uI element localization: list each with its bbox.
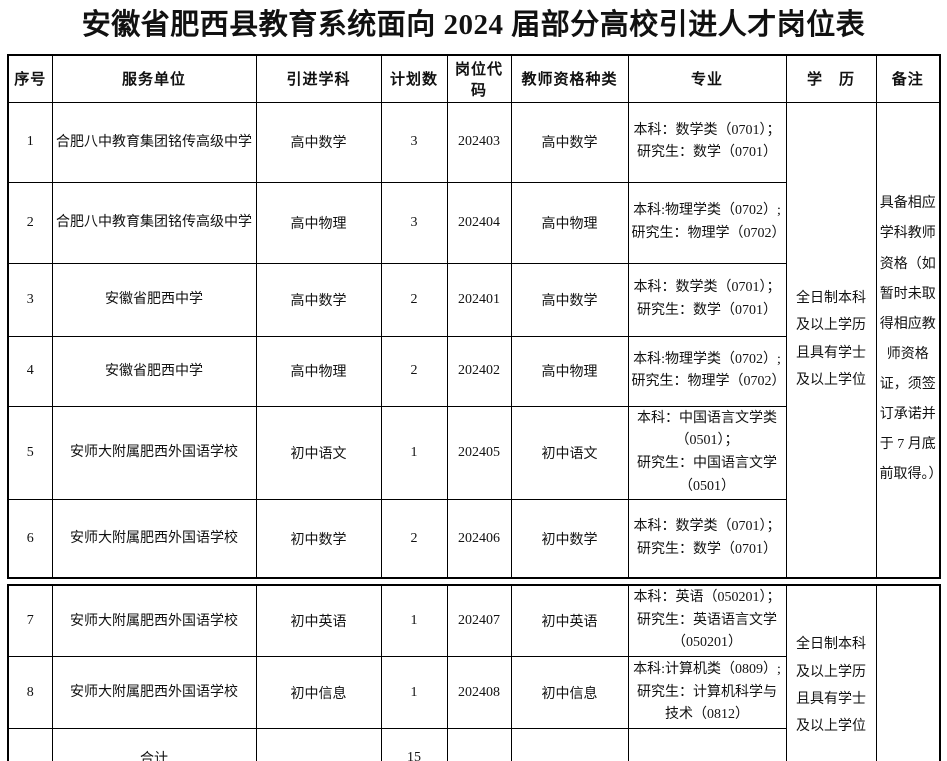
serial-cell: 3 <box>7 262 53 337</box>
table-row-2: 2 合肥八中教育集团铭传高级中学 高中物理 3 202404 高中物理 本科:物… <box>7 181 940 264</box>
note-cell-section2 <box>875 584 941 761</box>
code-cell: 202407 <box>446 584 512 658</box>
count-cell: 3 <box>380 181 448 264</box>
major-cell: 本科：数学类（0701）； 研究生：数学（0701） <box>627 101 787 183</box>
cert-cell: 初中语文 <box>510 405 629 501</box>
total-label-cell: 合计 <box>51 728 257 761</box>
major-cell: 本科：中国语言文学类（0501）； 研究生：中国语言文学（0501） <box>627 405 787 501</box>
subject-cell: 初中语文 <box>255 405 382 501</box>
cert-cell: 初中信息 <box>510 656 629 730</box>
count-cell: 2 <box>380 499 448 579</box>
major-cell: 本科：数学类（0701）； 研究生：数学（0701） <box>627 262 787 337</box>
table-row-1: 1 合肥八中教育集团铭传高级中学 高中数学 3 202403 高中数学 本科：数… <box>7 101 941 579</box>
table-row-5: 5 安师大附属肥西外国语学校 初中语文 1 202405 初中语文 本科：中国语… <box>7 405 940 501</box>
note-cell-section1: 具备相应学科教师资格（如暂时未取得相应教师资格证，须签订承诺并于 7 月底前取得… <box>875 101 941 579</box>
total-value-cell: 15 <box>380 728 448 761</box>
count-cell: 1 <box>380 584 448 658</box>
position-table-part2: 7 安师大附属肥西外国语学校 初中英语 1 202407 初中英语 本科：英语（… <box>7 583 941 761</box>
unit-cell: 安师大附属肥西外国语学校 <box>51 584 257 658</box>
count-cell: 1 <box>380 405 448 501</box>
count-cell: 2 <box>380 335 448 407</box>
unit-cell: 合肥八中教育集团铭传高级中学 <box>51 181 257 264</box>
major-cell: 本科:物理学类（0702）; 研究生：物理学（0702） <box>627 335 787 407</box>
count-cell: 3 <box>380 101 448 183</box>
header-serial: 序号 <box>7 54 53 103</box>
total-empty-major <box>627 728 787 761</box>
subject-cell: 初中数学 <box>255 499 382 579</box>
cert-cell: 高中数学 <box>510 262 629 337</box>
major-cell: 本科：数学类（0701）； 研究生：数学（0701） <box>627 499 787 579</box>
total-empty-code <box>446 728 512 761</box>
subject-cell: 初中信息 <box>255 656 382 730</box>
subject-cell: 高中数学 <box>255 262 382 337</box>
code-cell: 202402 <box>446 335 512 407</box>
count-cell: 1 <box>380 656 448 730</box>
header-note: 备注 <box>875 54 941 103</box>
major-cell: 本科:计算机类（0809）; 研究生：计算机科学与技术（0812） <box>627 656 787 730</box>
table-row-7: 7 安师大附属肥西外国语学校 初中英语 1 202407 初中英语 本科：英语（… <box>7 584 941 761</box>
cert-cell: 高中物理 <box>510 181 629 264</box>
unit-cell: 安师大附属肥西外国语学校 <box>51 656 257 730</box>
serial-cell: 6 <box>7 499 53 579</box>
count-cell: 2 <box>380 262 448 337</box>
header-code: 岗位代码 <box>446 54 512 103</box>
unit-cell: 安师大附属肥西外国语学校 <box>51 499 257 579</box>
cert-cell: 高中数学 <box>510 101 629 183</box>
serial-cell: 7 <box>7 584 53 658</box>
position-table-part1: 序号 服务单位 引进学科 计划数 岗位代码 教师资格种类 专业 学 历 备注 1… <box>7 53 941 579</box>
total-row: 合计 15 <box>7 728 940 761</box>
header-major: 专业 <box>627 54 787 103</box>
serial-cell: 5 <box>7 405 53 501</box>
cert-cell: 高中物理 <box>510 335 629 407</box>
unit-cell: 安徽省肥西中学 <box>51 262 257 337</box>
header-degree: 学 历 <box>785 54 877 103</box>
code-cell: 202404 <box>446 181 512 264</box>
code-cell: 202401 <box>446 262 512 337</box>
table-row-4: 4 安徽省肥西中学 高中物理 2 202402 高中物理 本科:物理学类（070… <box>7 335 940 407</box>
subject-cell: 高中物理 <box>255 181 382 264</box>
code-cell: 202405 <box>446 405 512 501</box>
header-unit: 服务单位 <box>51 54 257 103</box>
code-cell: 202408 <box>446 656 512 730</box>
code-cell: 202403 <box>446 101 512 183</box>
major-cell: 本科:物理学类（0702）; 研究生：物理学（0702） <box>627 181 787 264</box>
page-title: 安徽省肥西县教育系统面向 2024 届部分高校引进人才岗位表 <box>81 9 866 41</box>
header-row: 序号 服务单位 引进学科 计划数 岗位代码 教师资格种类 专业 学 历 备注 <box>7 54 941 103</box>
unit-cell: 安师大附属肥西外国语学校 <box>51 405 257 501</box>
code-cell: 202406 <box>446 499 512 579</box>
serial-cell: 4 <box>7 335 53 407</box>
cert-cell: 初中数学 <box>510 499 629 579</box>
subject-cell: 初中英语 <box>255 584 382 658</box>
total-empty-serial <box>7 728 53 761</box>
total-empty-cert <box>510 728 629 761</box>
unit-cell: 合肥八中教育集团铭传高级中学 <box>51 101 257 183</box>
serial-cell: 8 <box>7 656 53 730</box>
serial-cell: 2 <box>7 181 53 264</box>
degree-cell-section2: 全日制本科及以上学历且具有学士及以上学位 <box>785 584 877 761</box>
table-row-6: 6 安师大附属肥西外国语学校 初中数学 2 202406 初中数学 本科：数学类… <box>7 499 940 579</box>
total-empty-subject <box>255 728 382 761</box>
header-subject: 引进学科 <box>255 54 382 103</box>
header-cert: 教师资格种类 <box>510 54 629 103</box>
subject-cell: 高中物理 <box>255 335 382 407</box>
serial-cell: 1 <box>7 101 53 183</box>
unit-cell: 安徽省肥西中学 <box>51 335 257 407</box>
table-row-3: 3 安徽省肥西中学 高中数学 2 202401 高中数学 本科：数学类（0701… <box>7 262 940 337</box>
cert-cell: 初中英语 <box>510 584 629 658</box>
table-row-8: 8 安师大附属肥西外国语学校 初中信息 1 202408 初中信息 本科:计算机… <box>7 656 940 730</box>
degree-cell-section1: 全日制本科及以上学历且具有学士及以上学位 <box>785 101 877 579</box>
major-cell: 本科：英语（050201）； 研究生：英语语言文学（050201） <box>627 584 787 658</box>
header-count: 计划数 <box>380 54 448 103</box>
subject-cell: 高中数学 <box>255 101 382 183</box>
